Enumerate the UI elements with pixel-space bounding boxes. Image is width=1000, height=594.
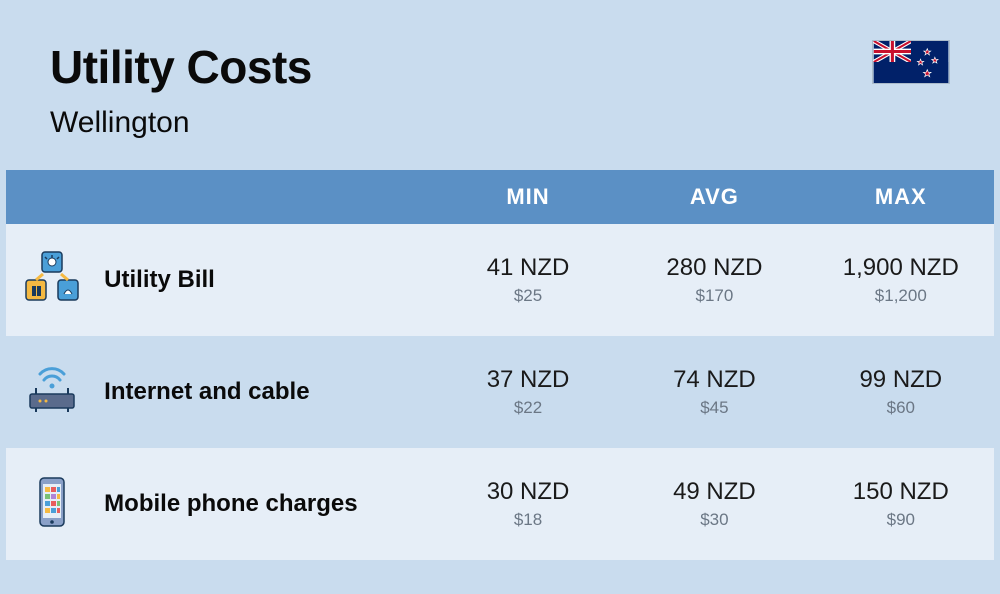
secondary-value: $170 [621,286,807,306]
secondary-value: $60 [808,398,994,418]
secondary-value: $25 [435,286,621,306]
primary-value: 280 NZD [621,254,807,282]
cell-max: 1,900 NZD $1,200 [808,224,994,336]
row-label: Mobile phone charges [98,448,435,560]
cell-avg: 74 NZD $45 [621,336,807,448]
utility-bill-icon [24,250,80,306]
table-row: Mobile phone charges 30 NZD $18 49 NZD $… [6,448,994,560]
secondary-value: $45 [621,398,807,418]
cell-min: 37 NZD $22 [435,336,621,448]
table-row: Internet and cable 37 NZD $22 74 NZD $45… [6,336,994,448]
row-icon-cell [6,224,98,336]
primary-value: 30 NZD [435,478,621,506]
secondary-value: $90 [808,510,994,530]
primary-value: 37 NZD [435,366,621,394]
row-icon-cell [6,448,98,560]
cell-min: 30 NZD $18 [435,448,621,560]
primary-value: 41 NZD [435,254,621,282]
secondary-value: $30 [621,510,807,530]
primary-value: 150 NZD [808,478,994,506]
page-title: Utility Costs [50,40,312,94]
new-zealand-flag-icon [872,40,950,84]
table-header-row: MIN AVG MAX [6,170,994,224]
primary-value: 99 NZD [808,366,994,394]
router-icon [24,362,80,418]
primary-value: 1,900 NZD [808,254,994,282]
secondary-value: $18 [435,510,621,530]
col-head-max: MAX [808,170,994,224]
primary-value: 49 NZD [621,478,807,506]
page-subtitle: Wellington [50,106,312,140]
secondary-value: $1,200 [808,286,994,306]
col-head-blank-icon [6,170,98,224]
table-row: Utility Bill 41 NZD $25 280 NZD $170 1,9… [6,224,994,336]
row-label: Internet and cable [98,336,435,448]
col-head-avg: AVG [621,170,807,224]
col-head-blank-label [98,170,435,224]
cell-min: 41 NZD $25 [435,224,621,336]
secondary-value: $22 [435,398,621,418]
cell-max: 99 NZD $60 [808,336,994,448]
header: Utility Costs Wellington [0,0,1000,170]
primary-value: 74 NZD [621,366,807,394]
costs-table: MIN AVG MAX Utility Bill [0,170,1000,560]
cell-avg: 280 NZD $170 [621,224,807,336]
cell-max: 150 NZD $90 [808,448,994,560]
title-block: Utility Costs Wellington [50,40,312,140]
row-icon-cell [6,336,98,448]
row-label: Utility Bill [98,224,435,336]
mobile-phone-icon [24,474,80,530]
col-head-min: MIN [435,170,621,224]
cell-avg: 49 NZD $30 [621,448,807,560]
